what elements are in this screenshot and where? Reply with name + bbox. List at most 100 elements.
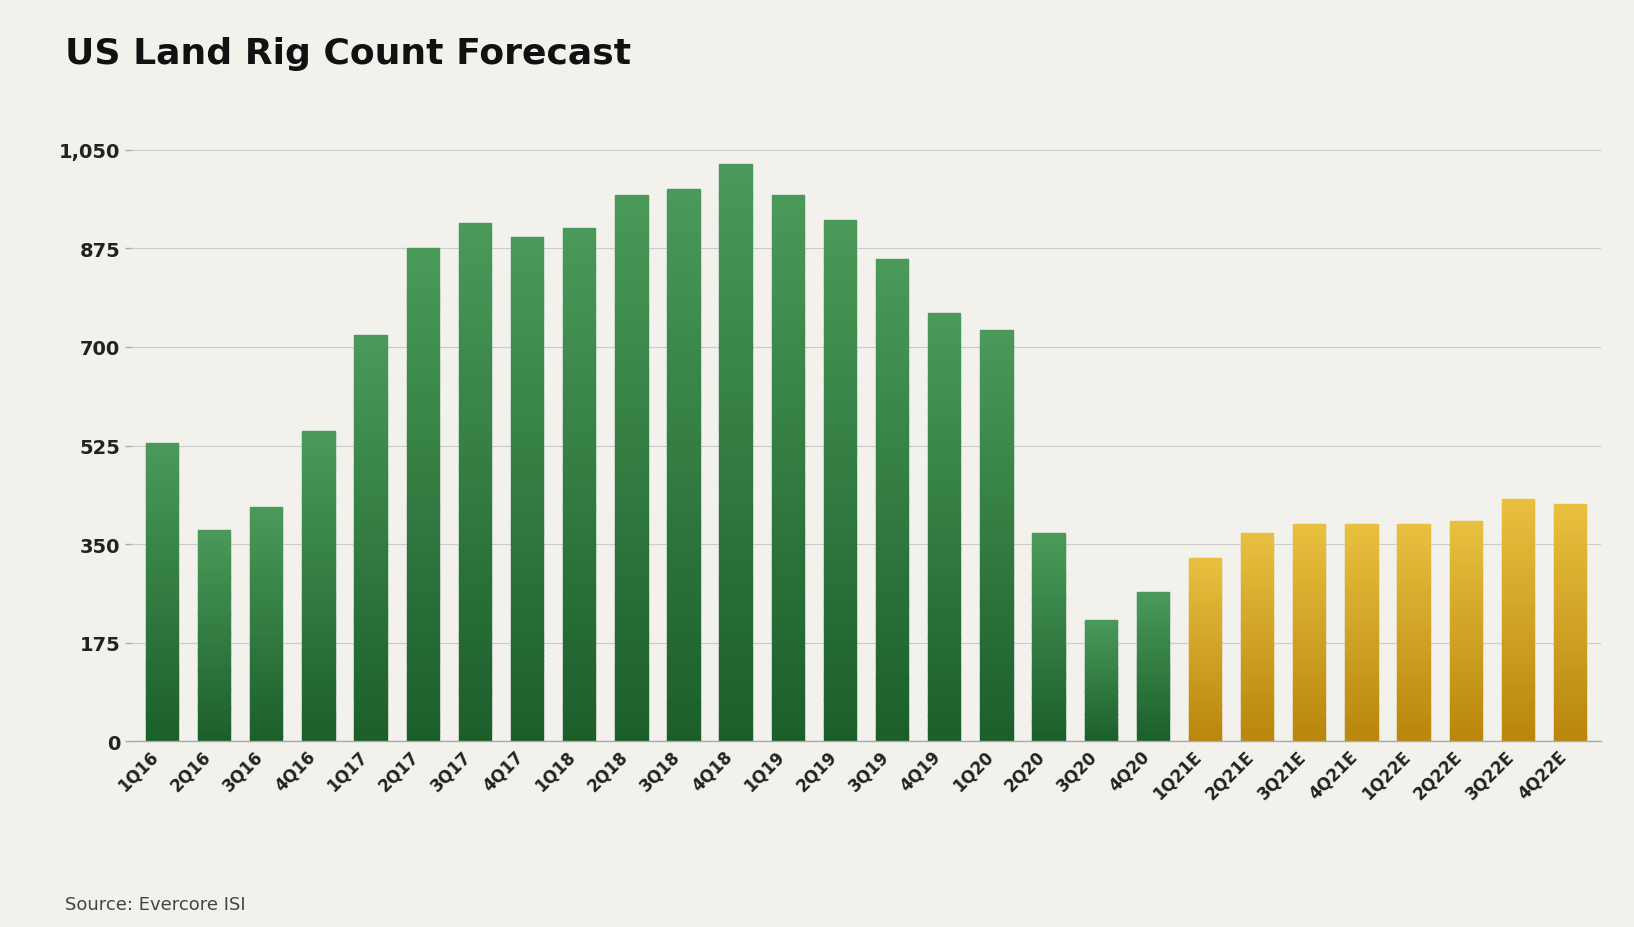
Bar	[145, 559, 178, 563]
Bar	[876, 386, 909, 390]
Bar	[1449, 634, 1482, 636]
Bar	[198, 682, 230, 685]
Bar	[407, 451, 440, 456]
Bar	[355, 511, 387, 514]
Bar	[1554, 649, 1587, 652]
Bar	[198, 570, 230, 573]
Bar	[1240, 629, 1273, 631]
Bar	[824, 350, 856, 356]
Bar	[824, 236, 856, 242]
Bar	[355, 680, 387, 685]
Bar	[407, 736, 440, 742]
Bar	[459, 508, 492, 514]
Bar	[928, 335, 961, 339]
Bar	[1449, 702, 1482, 705]
Bar	[1292, 590, 1325, 592]
Bar	[511, 595, 542, 601]
Bar	[1449, 660, 1482, 663]
Bar	[1033, 725, 1065, 727]
Bar	[980, 511, 1013, 515]
Bar	[1449, 708, 1482, 711]
Bar	[1397, 596, 1430, 599]
Bar	[1292, 659, 1325, 662]
Bar	[1033, 583, 1065, 586]
Bar	[564, 260, 595, 265]
Bar	[1345, 685, 1377, 688]
Bar	[302, 587, 335, 590]
Bar	[1137, 676, 1168, 678]
Bar	[1190, 655, 1221, 657]
Bar	[511, 409, 542, 414]
Bar	[564, 521, 595, 527]
Bar	[1292, 677, 1325, 679]
Bar	[250, 587, 283, 590]
Bar	[355, 709, 387, 713]
Bar	[719, 672, 752, 679]
Bar	[564, 383, 595, 388]
Bar	[1554, 519, 1587, 522]
Bar	[459, 436, 492, 441]
Bar	[771, 201, 804, 207]
Bar	[1137, 600, 1168, 602]
Bar	[1502, 524, 1534, 527]
Bar	[1190, 683, 1221, 685]
Bar	[980, 639, 1013, 643]
Bar	[1502, 548, 1534, 551]
Bar	[355, 644, 387, 648]
Bar	[145, 514, 178, 518]
Bar	[667, 400, 699, 405]
Bar	[250, 578, 283, 580]
Bar	[1085, 651, 1118, 652]
Bar	[407, 648, 440, 653]
Bar	[1085, 680, 1118, 682]
Bar	[145, 464, 178, 467]
Bar	[1292, 538, 1325, 540]
Bar	[1033, 538, 1065, 540]
Bar	[1449, 713, 1482, 716]
Bar	[667, 570, 699, 576]
Bar	[1502, 593, 1534, 596]
Bar	[1345, 562, 1377, 564]
Bar	[511, 535, 542, 540]
Bar	[1345, 664, 1377, 666]
Bar	[1554, 554, 1587, 557]
Bar	[145, 494, 178, 497]
Bar	[876, 487, 909, 491]
Bar	[1033, 730, 1065, 733]
Bar	[1033, 618, 1065, 621]
Bar	[564, 387, 595, 393]
Bar	[1502, 540, 1534, 543]
Bar	[1137, 730, 1168, 731]
Bar	[1033, 575, 1065, 578]
Bar	[1449, 528, 1482, 531]
Bar	[407, 593, 440, 599]
Bar	[250, 528, 283, 531]
Bar	[250, 660, 283, 662]
Bar	[719, 568, 752, 575]
Bar	[1240, 566, 1273, 569]
Bar	[407, 564, 440, 569]
Bar	[407, 372, 440, 377]
Bar	[145, 664, 178, 667]
Bar	[667, 422, 699, 427]
Bar	[824, 497, 856, 502]
Bar	[614, 305, 647, 311]
Bar	[876, 520, 909, 525]
Bar	[1240, 593, 1273, 596]
Bar	[876, 289, 909, 294]
Bar	[1137, 680, 1168, 682]
Bar	[614, 294, 647, 299]
Bar	[564, 290, 595, 296]
Bar	[564, 332, 595, 337]
Bar	[198, 642, 230, 644]
Bar	[1345, 531, 1377, 534]
Bar	[1190, 608, 1221, 610]
Bar	[250, 519, 283, 522]
Bar	[250, 631, 283, 634]
Bar	[928, 352, 961, 357]
Bar	[876, 337, 909, 342]
Bar	[302, 620, 335, 624]
Bar	[302, 515, 335, 519]
Bar	[667, 449, 699, 455]
Bar	[407, 569, 440, 574]
